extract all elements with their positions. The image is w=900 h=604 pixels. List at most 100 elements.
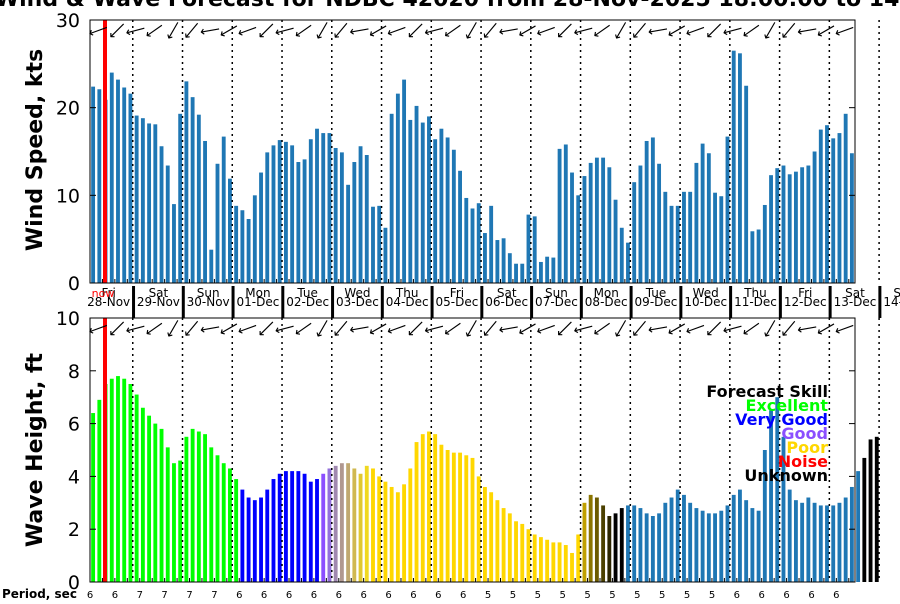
wind-bar <box>246 219 251 283</box>
wave-direction-arrow: ⟵ <box>235 318 259 340</box>
wave-direction-arrow: ⟵ <box>647 319 670 338</box>
wind-bar <box>159 146 164 283</box>
wave-bar <box>613 513 618 582</box>
wave-bar <box>607 516 612 582</box>
wind-bar <box>302 159 307 283</box>
wind-bar <box>682 191 686 283</box>
date-label: 09-Dec <box>635 295 678 309</box>
wind-bar <box>713 192 717 283</box>
legend-title: Forecast Skill <box>706 382 828 401</box>
wind-bar <box>793 171 798 283</box>
wave-bar <box>414 442 419 582</box>
day-label: Tue <box>645 286 667 300</box>
wind-bar <box>339 152 344 283</box>
chart-title: Wind & Wave Forecast for NDBC 42020 from… <box>0 0 900 12</box>
day-label: Fri <box>798 286 812 300</box>
wind-bar <box>787 174 792 283</box>
wave-bar <box>433 434 438 582</box>
wave-bar <box>862 457 867 582</box>
wind-bar <box>837 133 842 283</box>
period-label: 5 <box>634 590 640 600</box>
wave-bar <box>787 489 792 582</box>
period-label: 5 <box>659 590 665 600</box>
period-label: 6 <box>286 590 292 600</box>
wind-direction-arrow: ⟵ <box>833 20 857 42</box>
wave-bar <box>514 521 518 582</box>
wave-bar <box>731 494 736 582</box>
period-label: 6 <box>261 590 267 600</box>
wind-bar <box>97 89 102 283</box>
period-label: 5 <box>709 590 715 600</box>
wind-direction-arrow: ⟵ <box>273 21 297 42</box>
wind-bar <box>240 210 245 283</box>
wind-bar <box>414 105 419 283</box>
wave-bar <box>346 463 351 582</box>
wind-bar <box>812 151 817 283</box>
wind-bar <box>445 137 450 283</box>
wind-bar <box>215 163 220 283</box>
wind-bar <box>315 128 319 283</box>
wave-direction-arrow: ⟵ <box>124 319 148 340</box>
period-label: 6 <box>336 590 342 600</box>
period-axis-label: Period, sec <box>2 587 77 600</box>
wave-bar <box>538 537 543 582</box>
wind-direction-arrow: ⟵ <box>647 21 670 40</box>
day-label: Sat <box>497 286 517 300</box>
wave-bar <box>669 497 674 582</box>
wave-bar <box>694 508 699 582</box>
wind-bar <box>576 195 581 283</box>
date-label: 08-Dec <box>585 295 628 309</box>
wave-bar <box>240 489 245 582</box>
wave-bar <box>644 513 649 582</box>
wave-bar <box>626 505 630 582</box>
wave-bar <box>874 436 879 582</box>
wave-bar <box>750 508 755 582</box>
wave-bar <box>495 500 500 582</box>
wind-bar <box>358 146 363 283</box>
wind-bar <box>582 176 587 283</box>
date-label: 28-Nov <box>87 295 130 309</box>
wind-bar <box>731 50 736 284</box>
wind-bar <box>663 191 668 283</box>
wave-bar <box>296 471 301 582</box>
day-label: Thu <box>395 286 419 300</box>
date-label: 02-Dec <box>286 295 329 309</box>
wind-bar <box>831 138 836 283</box>
legend-entry-excellent: Excellent <box>746 396 829 415</box>
wave-bar <box>638 508 643 582</box>
wave-direction-arrow: ⟵ <box>796 319 819 338</box>
wave-bar <box>713 513 717 582</box>
wind-bar <box>818 129 823 283</box>
wind-bar <box>843 113 848 283</box>
wave-bar <box>308 481 313 582</box>
wind-bar <box>507 253 512 283</box>
wind-bar <box>501 238 506 283</box>
day-label: Fri <box>102 286 116 300</box>
wave-bar <box>594 497 599 582</box>
date-label: 07-Dec <box>535 295 578 309</box>
wave-bar <box>831 505 836 582</box>
wave-direction-arrow: ⟵ <box>534 318 558 340</box>
period-label: 6 <box>311 590 317 600</box>
wave-bar <box>246 497 251 582</box>
wind-bar <box>147 123 152 283</box>
date-label: 03-Dec <box>336 295 379 309</box>
wave-bar <box>352 468 357 582</box>
day-label: Sat <box>845 286 865 300</box>
wind-bar <box>277 140 282 283</box>
wave-ytick-label: 6 <box>68 414 80 436</box>
wind-bar <box>738 53 742 284</box>
wave-bar <box>265 489 270 582</box>
wind-bar <box>849 153 854 283</box>
wave-bar <box>601 505 606 582</box>
wind-bar <box>178 113 183 283</box>
wave-bar <box>700 510 705 582</box>
wind-bar <box>669 205 674 283</box>
wave-ytick-label: 4 <box>68 466 80 488</box>
wind-bar <box>377 205 382 283</box>
period-label: 5 <box>684 590 690 600</box>
wave-bar <box>545 539 550 582</box>
wind-bar <box>526 214 531 283</box>
